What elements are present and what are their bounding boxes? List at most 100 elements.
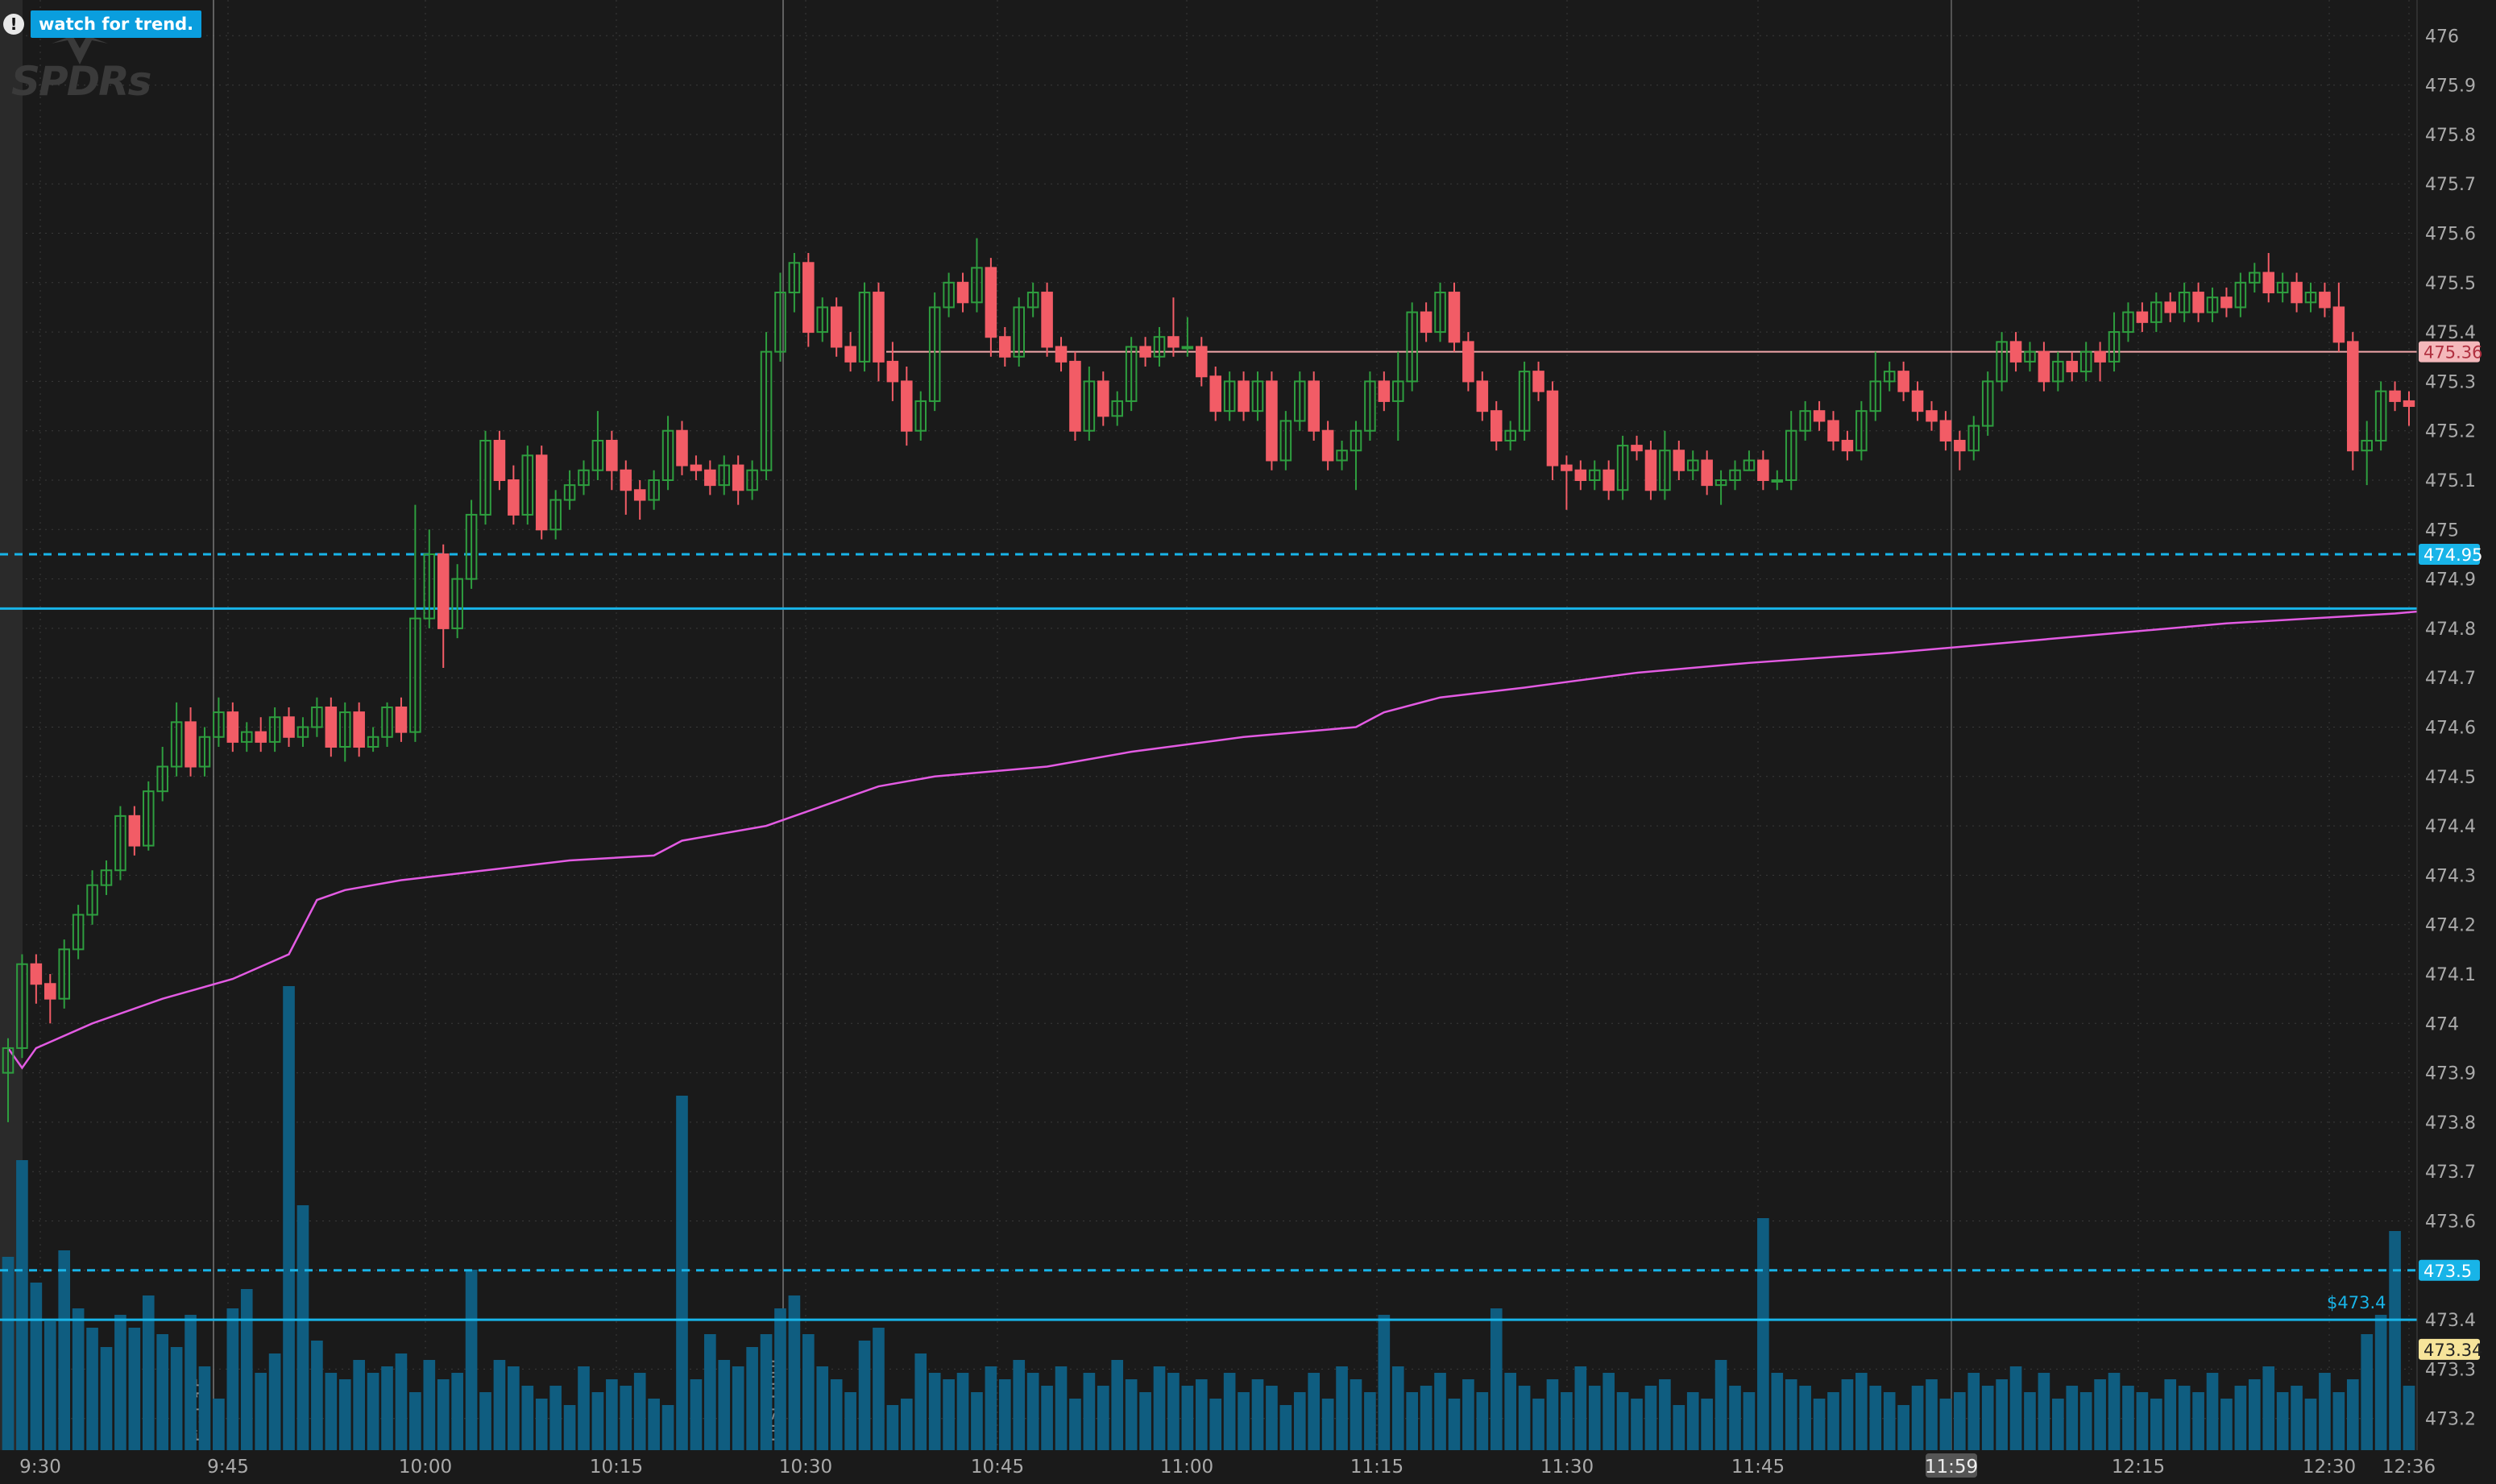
candle [423, 529, 436, 628]
candle [1336, 440, 1348, 470]
x-tick-label: 9:45 [207, 1457, 249, 1478]
candle-body [2262, 272, 2275, 294]
y-tick-label: 474.8 [2425, 620, 2476, 640]
candle-body [956, 281, 969, 304]
volume-bar [86, 1328, 98, 1450]
y-tick-label: 473.8 [2425, 1113, 2476, 1134]
candle-body [2038, 350, 2050, 383]
volume-bar [493, 1360, 506, 1450]
candle-body [1673, 450, 1685, 471]
candle-body [1771, 479, 1784, 483]
volume-bar [1350, 1379, 1362, 1450]
volume-bar [2122, 1386, 2134, 1450]
candle [844, 332, 856, 372]
candle-body [1954, 439, 1966, 452]
volume-bar [1153, 1366, 1166, 1450]
candle-body [633, 489, 646, 501]
volume-bar [1111, 1360, 1124, 1450]
candle-body [1069, 360, 1081, 432]
candle [1602, 460, 1615, 500]
x-tick-label: 9:30 [19, 1457, 61, 1478]
volume-bar [901, 1399, 913, 1450]
volume-bar [1771, 1373, 1784, 1450]
volume-bar [774, 1308, 786, 1450]
volume-bar [521, 1386, 534, 1450]
volume-bar [2403, 1386, 2415, 1450]
candle-body [2332, 306, 2345, 343]
x-tick-label: 11:30 [1540, 1457, 1594, 1478]
candle [901, 367, 913, 446]
candle [1111, 391, 1123, 426]
candle [1673, 440, 1685, 480]
candle-body [2304, 292, 2317, 304]
candle-body [2389, 390, 2401, 402]
volume-bar [606, 1379, 618, 1450]
candle [72, 905, 85, 960]
candle [1659, 430, 1671, 500]
vwap-line [6, 603, 2496, 1070]
candle-body [2052, 360, 2064, 383]
candle [1926, 400, 1938, 431]
volume-bar [2248, 1379, 2261, 1450]
candle-body [255, 731, 267, 743]
volume-bar [367, 1373, 379, 1450]
eagle-logo-icon [52, 35, 108, 64]
candle [451, 564, 463, 639]
volume-bar [128, 1328, 141, 1450]
candle-body [1041, 292, 1053, 348]
volume-bar [1448, 1399, 1461, 1450]
price-level-badge-bg [2419, 543, 2480, 565]
candle [928, 292, 941, 412]
x-tick-label: 10:00 [399, 1457, 452, 1478]
candle-body [943, 281, 955, 309]
candle [2, 1038, 15, 1122]
candle-body [1476, 380, 1489, 412]
volume-bar [1406, 1392, 1419, 1450]
candle-body [1659, 450, 1671, 491]
volume-bar [2164, 1379, 2177, 1450]
candle [2291, 272, 2303, 313]
candle-body [1013, 306, 1026, 358]
candle-body [311, 706, 323, 728]
candle [1911, 381, 1924, 421]
candle [1490, 400, 1503, 451]
candle-body [170, 721, 183, 768]
candle [1069, 351, 1081, 441]
volume-bar [816, 1366, 829, 1450]
candle [1139, 337, 1151, 367]
candle [1294, 371, 1306, 431]
volume-bar [2094, 1379, 2106, 1450]
chart-note[interactable]: ! watch for trend. [3, 8, 202, 40]
y-tick-label: 475.8 [2425, 126, 2476, 146]
volume-bar [2038, 1373, 2050, 1450]
candle-body [437, 553, 450, 629]
candle-body [648, 479, 660, 501]
candle-body [1490, 410, 1503, 441]
extra-price-badge: 473.34 [2423, 1341, 2482, 1360]
candle-body [1757, 459, 1769, 481]
candle-body [578, 469, 590, 487]
volume-bar [198, 1366, 211, 1450]
candle-body [1883, 371, 1896, 383]
candle [1125, 337, 1138, 412]
note-text[interactable]: watch for trend. [31, 10, 202, 38]
volume-bar [2192, 1392, 2204, 1450]
volume-bar [2178, 1386, 2191, 1450]
price-level-badge: 473.5 [2423, 1262, 2472, 1281]
y-tick-label: 475.4 [2425, 323, 2476, 343]
candle-body [2276, 281, 2289, 294]
candle-body [901, 380, 913, 432]
volume-bar [746, 1347, 758, 1450]
volume-bar [1420, 1386, 1433, 1450]
candle-body [1350, 429, 1362, 452]
candle [1448, 282, 1461, 352]
volume-bar [732, 1366, 744, 1450]
volume-bar [437, 1379, 450, 1450]
candle [1251, 371, 1264, 421]
candle [1434, 282, 1446, 342]
candle [1897, 361, 1909, 401]
volume-bar [1996, 1379, 2008, 1450]
candle [591, 411, 604, 480]
